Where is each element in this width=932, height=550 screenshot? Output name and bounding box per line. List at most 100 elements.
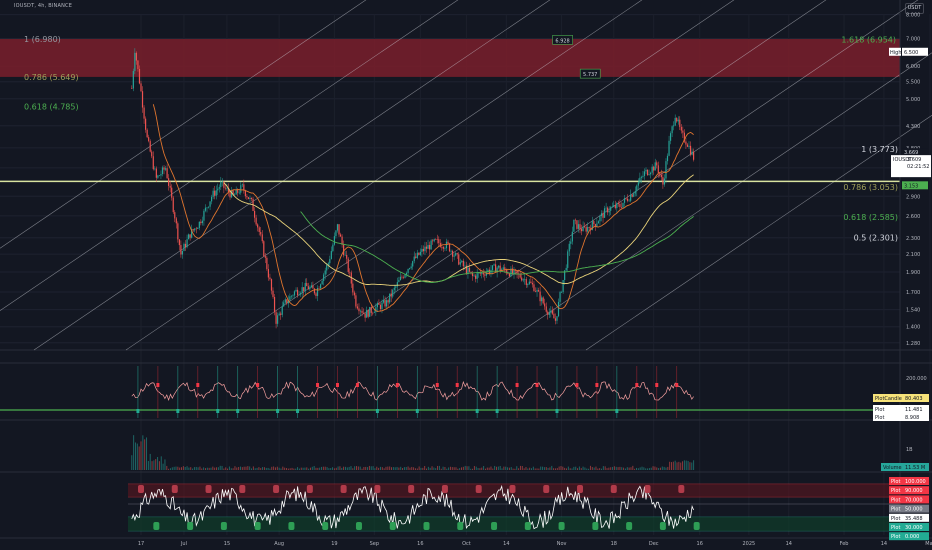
volume-bar — [615, 466, 617, 470]
candle-body — [145, 118, 147, 130]
volume-bar — [453, 467, 455, 470]
candle-body — [168, 178, 170, 186]
os-marker — [355, 522, 362, 530]
volume-bar — [437, 465, 439, 470]
candle-body — [482, 272, 484, 275]
candle-body — [318, 288, 320, 289]
volume-bar — [291, 467, 293, 470]
volume-bar — [389, 466, 391, 470]
candle-body — [630, 194, 632, 201]
time-tick: 19 — [331, 541, 337, 547]
candle-body — [410, 266, 412, 269]
ind3-tag-value: 35.488 — [905, 516, 923, 522]
volume-bar — [341, 467, 343, 470]
candle-body — [356, 306, 359, 309]
volume-bar — [589, 465, 591, 470]
volume-bar — [632, 465, 634, 470]
volume-bar — [232, 468, 234, 470]
volume-bar — [591, 467, 593, 470]
volume-bar — [519, 465, 521, 470]
signal-marker — [535, 383, 539, 387]
candle-body — [369, 307, 371, 317]
candle-body — [442, 247, 444, 249]
candle-body — [135, 52, 137, 61]
volume-bar — [556, 468, 558, 470]
candle-body — [475, 275, 477, 279]
ob-marker — [340, 485, 347, 493]
volume-bar — [140, 441, 142, 470]
volume-bar — [674, 460, 676, 470]
candle-body — [177, 223, 179, 240]
candle-body — [625, 198, 627, 199]
candle-body — [367, 310, 369, 317]
volume-bar — [514, 468, 516, 470]
price-tick: 7.000 — [906, 37, 920, 43]
candle-body — [513, 269, 515, 274]
candle-body — [266, 257, 268, 270]
candle-body — [372, 312, 374, 314]
volume-bar — [391, 467, 393, 470]
time-tick: 14 — [503, 541, 509, 547]
volume-bar — [619, 466, 621, 470]
volume-bar — [370, 466, 372, 470]
candle-body — [597, 221, 600, 224]
candle-body — [660, 174, 662, 178]
candle-body — [301, 287, 303, 294]
volume-bar — [427, 466, 429, 470]
volume-bar — [245, 466, 247, 470]
candle-body — [240, 185, 242, 193]
volume-bar — [247, 466, 249, 470]
time-tick: 15 — [224, 541, 230, 547]
fib-label: 0.618 (2.585) — [843, 213, 898, 222]
os-marker — [659, 522, 666, 530]
candle-body — [582, 226, 584, 232]
volume-bar — [586, 468, 588, 470]
candle-body — [680, 126, 682, 131]
candle-body — [651, 166, 653, 173]
time-tick: Sep — [370, 541, 379, 547]
volume-bar — [204, 468, 206, 470]
time-tick: Oct — [462, 541, 471, 547]
ob-marker — [577, 485, 584, 493]
volume-bar — [350, 466, 352, 470]
ob-marker — [610, 485, 617, 493]
resistance-zone-rect — [0, 39, 900, 77]
volume-bar — [344, 466, 346, 470]
candle-body — [237, 189, 239, 193]
volume-bar — [630, 467, 632, 470]
candle-body — [335, 230, 337, 237]
volume-bar — [405, 467, 407, 470]
volume-bar — [446, 468, 448, 470]
candle-body — [439, 243, 441, 247]
candle-body — [389, 293, 391, 303]
candle-body — [413, 256, 415, 262]
candle-body — [154, 168, 156, 170]
candle-body — [244, 190, 246, 197]
volume-bar — [507, 467, 509, 470]
fib-label: 0.786 (5.649) — [24, 73, 79, 82]
candle-body — [290, 295, 293, 297]
volume-bar — [149, 453, 151, 470]
candle-body — [656, 162, 658, 166]
volume-bar — [595, 466, 597, 470]
candle-body — [186, 239, 188, 248]
time-tick: Feb — [840, 541, 849, 547]
volume-bar — [363, 467, 365, 470]
resistance-zone — [0, 39, 900, 77]
volume-bar — [569, 468, 571, 470]
candle-body — [255, 217, 257, 225]
volume-bar — [315, 467, 317, 470]
volume-bar — [523, 468, 525, 470]
candle-body — [405, 272, 408, 275]
candle-body — [339, 234, 342, 237]
volume-bar — [298, 468, 300, 470]
volume-bar — [407, 466, 409, 470]
ind3-tag-value: 0.000 — [905, 534, 919, 540]
volume-bar — [352, 468, 354, 470]
candle-body — [422, 248, 425, 252]
os-marker — [389, 522, 396, 530]
volume-bar — [422, 467, 424, 470]
candle-body — [507, 273, 509, 274]
volume-bar — [602, 466, 604, 470]
